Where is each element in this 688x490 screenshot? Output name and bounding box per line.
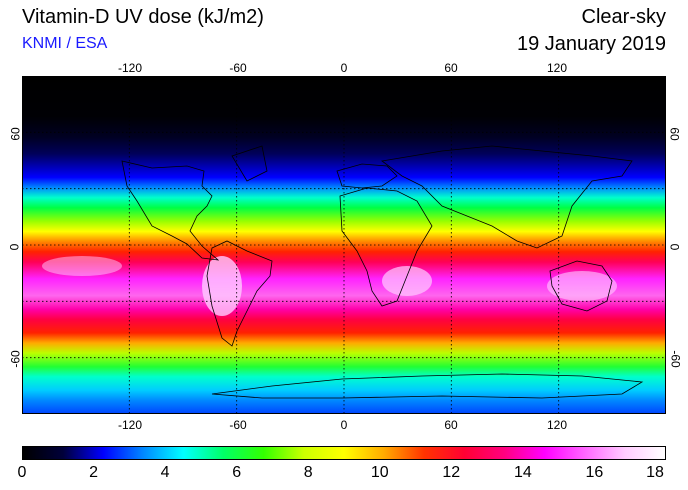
lon-label-top: 120 — [546, 61, 568, 75]
coastline-north-america — [121, 160, 220, 261]
high-dose-patch — [382, 266, 432, 296]
colorbar-tick-label: 18 — [646, 464, 664, 481]
coastline-asia — [381, 145, 633, 249]
lat-label-left: 0 — [7, 243, 22, 251]
high-dose-patch — [42, 256, 122, 276]
lon-label-bottom: -120 — [117, 418, 143, 432]
map-title: Vitamin-D UV dose (kJ/m2) — [22, 6, 264, 28]
colorbar-tick-label: 2 — [89, 464, 99, 481]
high-dose-patch — [547, 271, 617, 301]
coastline-africa — [339, 187, 433, 307]
sky-condition-label: Clear-sky — [581, 6, 666, 28]
lon-label-top: 0 — [340, 61, 348, 75]
lon-label-top: -60 — [229, 61, 247, 75]
colorbar — [22, 446, 666, 460]
colorbar-tick-label: 4 — [160, 464, 170, 481]
colorbar-tick-label: 0 — [17, 464, 27, 481]
coastline-antarctica — [211, 373, 644, 399]
lon-label-bottom: 0 — [340, 418, 348, 432]
map-date: 19 January 2019 — [516, 33, 666, 55]
lat-label-right: 0 — [667, 243, 682, 251]
colorbar-tick-label: 6 — [232, 464, 242, 481]
coastline-europe — [336, 163, 398, 189]
lat-label-left: 60 — [8, 127, 23, 141]
coastline-greenland — [231, 145, 268, 182]
colorbar-tick-label: 14 — [513, 464, 532, 481]
lat-label-left: -60 — [8, 350, 23, 368]
colorbar-tick-label: 10 — [370, 464, 389, 481]
lon-label-top: -120 — [117, 61, 143, 75]
uv-dose-map — [22, 76, 666, 414]
lon-label-bottom: 60 — [444, 418, 458, 432]
lon-label-bottom: 120 — [546, 418, 568, 432]
colorbar-tick-label: 16 — [585, 464, 604, 481]
coastline-south-america — [206, 240, 273, 347]
colorbar-tick-label: 8 — [303, 464, 313, 481]
graticule — [22, 76, 666, 414]
colorbar-tick-label: 12 — [442, 464, 461, 481]
lat-label-right: 60 — [667, 127, 682, 141]
map-frame — [22, 76, 666, 414]
lon-label-top: 60 — [444, 61, 458, 75]
map-credit: KNMI / ESA — [22, 35, 108, 52]
lon-label-bottom: -60 — [229, 418, 247, 432]
lat-label-right: -60 — [668, 350, 683, 368]
high-dose-patch — [202, 256, 242, 316]
